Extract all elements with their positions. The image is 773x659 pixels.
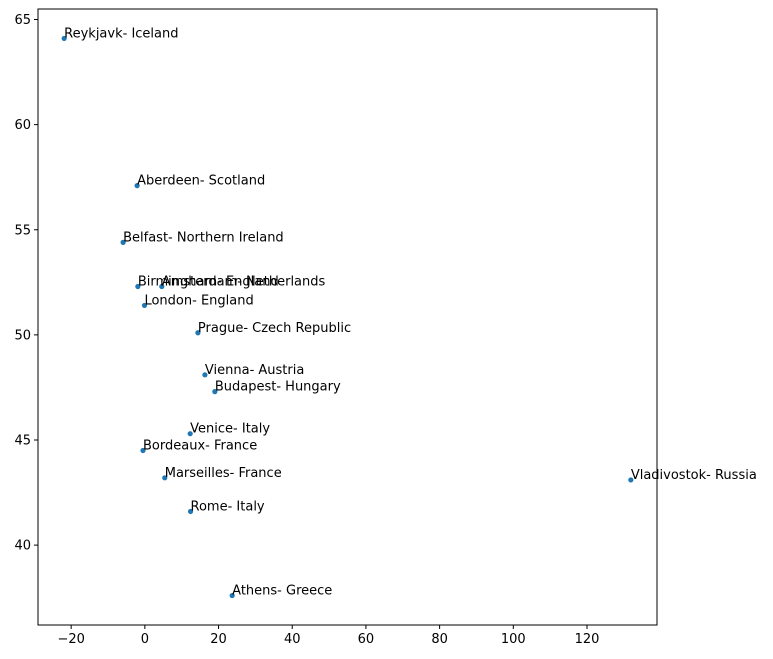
point-label: Rome- Italy xyxy=(191,499,265,514)
point-label: Venice- Italy xyxy=(190,422,270,437)
y-tick-label: 45 xyxy=(14,433,31,448)
point-label: Prague- Czech Republic xyxy=(198,321,351,336)
data-point xyxy=(229,592,235,599)
data-point xyxy=(212,389,218,395)
x-tick-label: 20 xyxy=(210,632,227,647)
y-tick-label: 65 xyxy=(14,13,31,28)
data-point xyxy=(202,372,208,378)
point-label: Belfast- Northern Ireland xyxy=(123,230,284,245)
point-label: Amsterdam- Netherlands xyxy=(162,275,326,290)
data-point xyxy=(140,447,146,454)
point-label: Birmingham- England xyxy=(138,275,279,290)
point-label: Vladivostok- Russia xyxy=(631,468,757,483)
point-label: Bordeaux- France xyxy=(143,439,257,454)
data-point xyxy=(159,283,165,290)
data-points xyxy=(61,35,634,599)
x-tick-label: −20 xyxy=(57,632,84,647)
data-point xyxy=(187,431,193,437)
point-label: Budapest- Hungary xyxy=(215,380,341,395)
data-point xyxy=(135,283,141,290)
x-tick-label: 0 xyxy=(141,632,149,647)
x-tick-label: 80 xyxy=(431,632,448,647)
point-label: Reykjavk- Iceland xyxy=(64,26,178,41)
data-point xyxy=(187,508,194,515)
data-point xyxy=(134,183,140,189)
data-point xyxy=(195,330,201,336)
point-label: Marseilles- France xyxy=(165,466,282,481)
axes: −20 0 20 40 60 80 100 120 40 45 50 55 60 65 xyxy=(14,13,599,647)
plot-area-frame xyxy=(37,8,658,626)
point-label: Vienna- Austria xyxy=(205,363,304,378)
x-tick-label: 40 xyxy=(284,632,301,647)
point-labels: Reykjavk- Iceland Aberdeen- Scotland Belfa… xyxy=(64,26,757,598)
x-tick-label: 100 xyxy=(501,632,526,647)
data-point xyxy=(628,477,634,483)
data-point xyxy=(141,302,148,309)
y-tick-label: 60 xyxy=(14,118,31,133)
x-tick-label: 120 xyxy=(575,632,600,647)
data-point xyxy=(61,35,67,42)
data-point xyxy=(162,475,168,481)
point-label: London- England xyxy=(144,293,253,308)
y-tick-label: 40 xyxy=(14,539,31,554)
point-label: Athens- Greece xyxy=(232,584,332,599)
data-point xyxy=(120,239,126,245)
y-tick-label: 50 xyxy=(14,328,31,343)
x-tick-label: 60 xyxy=(358,632,375,647)
y-tick-label: 55 xyxy=(14,223,31,238)
point-label: Aberdeen- Scotland xyxy=(137,174,265,189)
